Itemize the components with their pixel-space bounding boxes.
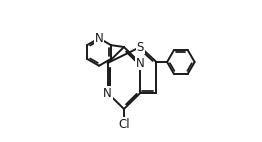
Text: N: N (103, 86, 112, 100)
Text: N: N (136, 57, 145, 69)
Text: N: N (95, 32, 103, 45)
Text: Cl: Cl (118, 118, 130, 131)
Text: S: S (137, 40, 144, 54)
